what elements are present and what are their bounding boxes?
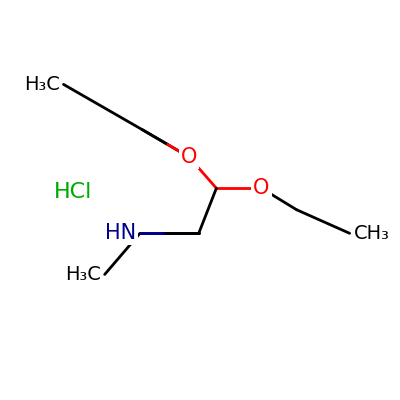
- Text: H₃C: H₃C: [24, 75, 60, 94]
- Text: H₃C: H₃C: [65, 265, 101, 284]
- Text: O: O: [253, 178, 270, 198]
- Text: HCl: HCl: [54, 182, 92, 202]
- Text: HN: HN: [105, 223, 136, 243]
- Text: O: O: [181, 147, 197, 167]
- Text: CH₃: CH₃: [354, 224, 390, 243]
